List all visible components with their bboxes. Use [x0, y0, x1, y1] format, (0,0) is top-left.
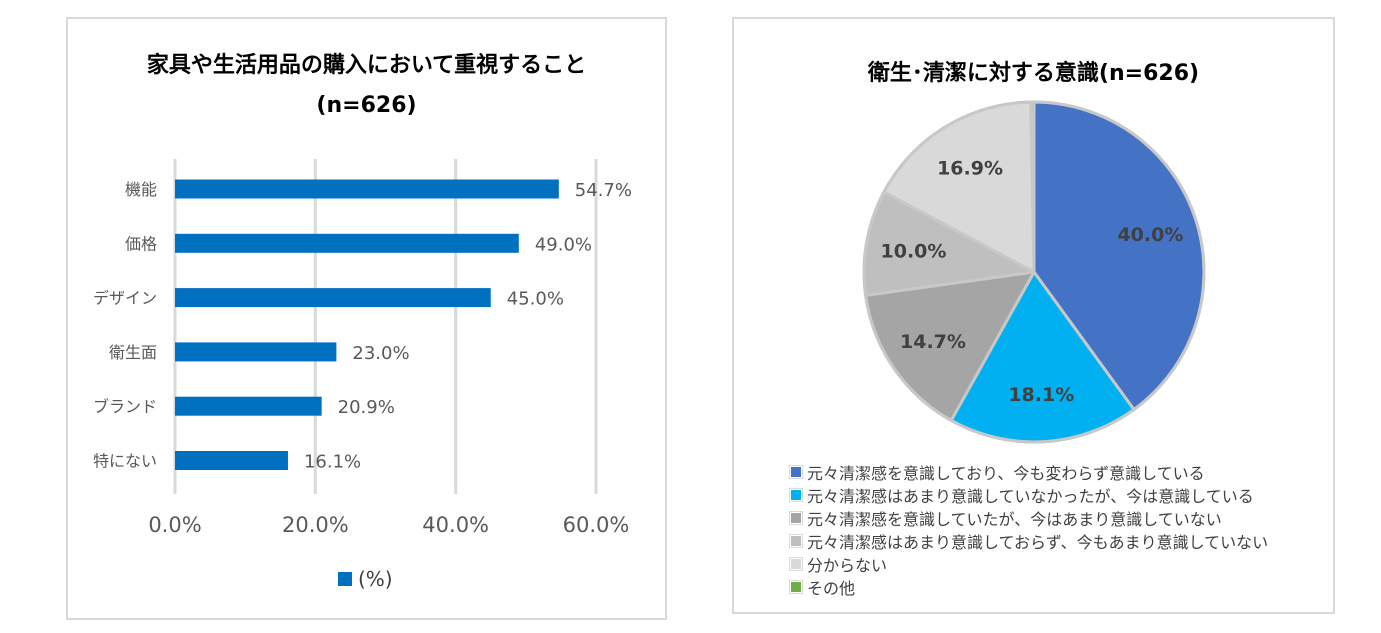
bar-legend-label: (%) — [358, 567, 393, 591]
legend-swatch — [790, 511, 802, 524]
data-label: 45.0% — [507, 289, 564, 310]
slice-data-label: 40.0% — [1117, 224, 1183, 246]
category-label: 機能 — [125, 180, 157, 199]
category-label: 特にない — [93, 452, 157, 471]
legend-swatch — [790, 465, 802, 478]
bar — [175, 179, 559, 199]
pie-chart: 40.0% 18.1% 14.7% 10.0% 16.9% — [862, 100, 1206, 444]
pie-chart-title: 衛生･清潔に対する意識(n=626) — [867, 61, 1200, 86]
bar-chart: 0.0% 20.0% 40.0% 60.0% 機能 54.7% 価格 49.0% デザイン 45.… — [93, 159, 632, 537]
data-label: 54.7% — [575, 180, 632, 201]
slice-data-label: 10.0% — [881, 241, 947, 263]
bar-chart-title-line1: 家具や生活用品の購入において重視すること — [146, 53, 587, 78]
legend-item: 元々清潔感を意識しており、今も変わらず意識している — [790, 460, 1268, 483]
slice-data-label: 18.1% — [1008, 384, 1074, 406]
bar — [175, 233, 519, 253]
bar — [175, 288, 491, 308]
x-tick-label: 40.0% — [422, 513, 489, 537]
legend-label: 元々清潔感を意識していたが、今はあまり意識していない — [807, 509, 1222, 529]
category-label: 衛生面 — [109, 343, 157, 362]
legend-swatch — [790, 488, 802, 501]
data-label: 20.9% — [338, 397, 395, 418]
legend-label: その他 — [807, 578, 856, 598]
legend-swatch — [790, 580, 802, 593]
legend-item: 元々清潔感はあまり意識していなかったが、今は意識している — [790, 483, 1268, 506]
pie-outline — [862, 100, 1206, 444]
data-label: 49.0% — [535, 234, 592, 255]
bar — [175, 451, 288, 470]
legend-swatch — [790, 534, 802, 547]
legend-swatch — [790, 557, 802, 570]
legend-item: 元々清潔感を意識していたが、今はあまり意識していない — [790, 506, 1268, 529]
category-label: デザイン — [93, 289, 157, 308]
x-tick-label: 60.0% — [563, 513, 630, 537]
legend-label: 元々清潔感はあまり意識していなかったが、今は意識している — [807, 486, 1254, 506]
legend-label: 元々清潔感はあまり意識しておらず、今もあまり意識していない — [807, 532, 1269, 552]
category-label: ブランド — [93, 397, 157, 416]
data-label: 23.0% — [352, 343, 409, 364]
legend-swatch — [338, 572, 352, 586]
x-tick-label: 20.0% — [282, 513, 349, 537]
category-label: 価格 — [125, 234, 157, 253]
legend-item: その他 — [790, 575, 1268, 598]
slice-data-label: 16.9% — [937, 158, 1003, 180]
legend-item: 分からない — [790, 552, 1268, 575]
data-label: 16.1% — [304, 452, 361, 473]
legend-item: 元々清潔感はあまり意識しておらず、今もあまり意識していない — [790, 529, 1268, 552]
legend-label: 元々清潔感を意識しており、今も変わらず意識している — [807, 463, 1205, 483]
pie-chart-panel: 衛生･清潔に対する意識(n=626) 40.0% 18.1% 14.7% 10.0% 1… — [732, 17, 1335, 614]
bar-chart-title-line2: (n=626) — [316, 93, 417, 118]
bar — [175, 396, 322, 416]
slice-data-label: 14.7% — [900, 331, 966, 353]
bar — [175, 342, 337, 362]
bar-chart-panel: 家具や生活用品の購入において重視すること (n=626) 0.0% 20.0% 40… — [66, 17, 667, 620]
bar-chart-legend: (%) — [338, 567, 393, 591]
pie-chart-legend: 元々清潔感を意識しており、今も変わらず意識している元々清潔感はあまり意識していな… — [790, 460, 1268, 598]
legend-label: 分からない — [807, 555, 888, 575]
x-tick-label: 0.0% — [148, 513, 201, 537]
